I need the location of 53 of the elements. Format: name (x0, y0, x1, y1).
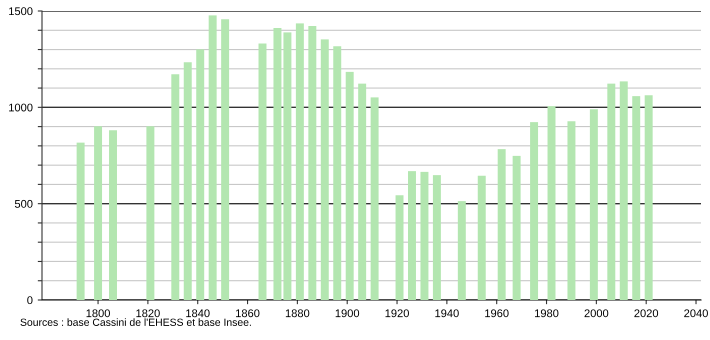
bar (632, 96, 640, 300)
x-tick-label: 1860 (236, 309, 260, 318)
source-note: Sources : base Cassini de l'EHESS et base Insee. (20, 318, 251, 326)
x-tick-label: 2000 (584, 309, 608, 318)
bar (184, 62, 192, 300)
bar (458, 201, 466, 300)
bar (296, 23, 304, 300)
bar (308, 26, 316, 300)
y-tick-label: 0 (27, 296, 33, 304)
bar (498, 149, 506, 300)
bar (530, 122, 538, 300)
bar (273, 28, 282, 300)
bar (644, 95, 653, 300)
x-tick-label: 1960 (485, 309, 509, 318)
bar (432, 175, 441, 300)
bar (221, 19, 230, 300)
bar (109, 130, 117, 300)
bar (567, 121, 576, 300)
bar (94, 126, 102, 300)
bar (548, 106, 556, 300)
bar (408, 171, 416, 300)
bar (346, 72, 354, 300)
x-tick-label: 1940 (435, 309, 459, 318)
bar (607, 84, 616, 300)
x-tick-label: 1900 (336, 309, 360, 318)
bar (171, 74, 180, 300)
y-tick-label: 1500 (9, 7, 33, 16)
x-tick-label: 1800 (86, 309, 110, 318)
x-tick-label: 1820 (136, 309, 160, 318)
bar (283, 32, 292, 300)
bar (512, 156, 521, 300)
bar (370, 97, 379, 300)
x-tick-label: 1980 (535, 309, 558, 318)
x-tick-label: 1840 (186, 309, 210, 318)
bar (478, 176, 486, 300)
bar (396, 195, 404, 300)
x-tick-label: 2040 (684, 309, 708, 318)
y-tick-label: 1000 (9, 104, 33, 112)
bar (358, 84, 366, 300)
bar (620, 81, 628, 300)
y-tick-label: 500 (14, 200, 33, 208)
x-tick-label: 1920 (386, 309, 409, 318)
bar (76, 142, 85, 300)
bar (333, 46, 342, 300)
bar (320, 39, 329, 300)
x-tick-label: 2020 (634, 309, 658, 318)
x-tick-label: 1880 (286, 309, 310, 318)
bar (196, 49, 204, 300)
bar (420, 172, 428, 300)
bar (590, 109, 598, 300)
bar (146, 126, 154, 300)
bar (258, 44, 266, 300)
bar (208, 15, 217, 300)
